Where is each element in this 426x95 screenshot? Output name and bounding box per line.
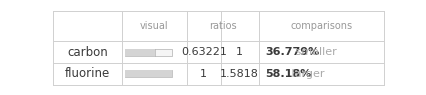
- Text: ratios: ratios: [208, 21, 236, 31]
- Text: comparisons: comparisons: [290, 21, 352, 31]
- Text: visual: visual: [139, 21, 168, 31]
- Bar: [125, 70, 172, 77]
- Text: carbon: carbon: [67, 46, 108, 59]
- Text: fluorine: fluorine: [65, 67, 110, 80]
- Bar: [125, 70, 172, 77]
- Text: 0.63221: 0.63221: [180, 47, 226, 57]
- Bar: [125, 49, 155, 56]
- Text: 36.779%: 36.779%: [264, 47, 319, 57]
- Bar: [125, 49, 172, 56]
- Text: 1: 1: [236, 47, 243, 57]
- Text: smaller: smaller: [291, 47, 336, 57]
- Text: larger: larger: [288, 69, 324, 79]
- Text: 58.18%: 58.18%: [264, 69, 311, 79]
- Text: 1: 1: [200, 69, 207, 79]
- Text: 1.5818: 1.5818: [220, 69, 259, 79]
